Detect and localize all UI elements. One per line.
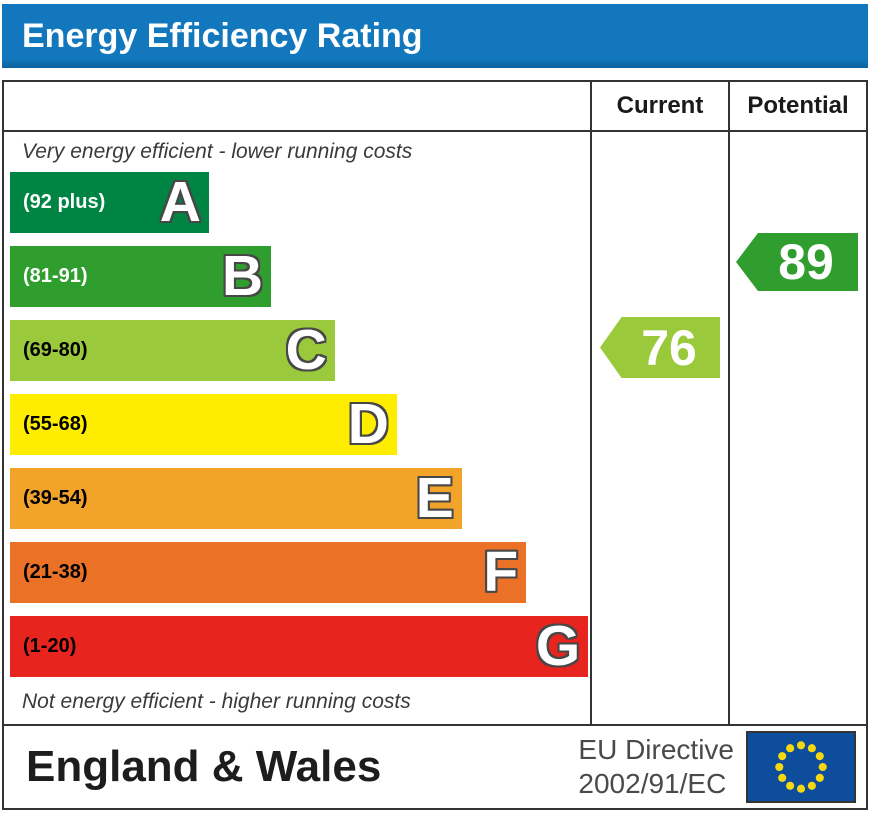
band-bar-c: (69-80) C xyxy=(10,320,335,381)
eu-flag-icon xyxy=(746,731,856,803)
potential-header-cell: Potential xyxy=(728,82,866,130)
band-letter: C xyxy=(285,318,327,382)
band-range-label: (55-68) xyxy=(23,413,88,435)
current-rating-value: 76 xyxy=(641,319,697,376)
eu-directive-text: EU Directive 2002/91/EC xyxy=(578,733,734,800)
band-range-label: (21-38) xyxy=(23,561,88,583)
page-title: Energy Efficiency Rating xyxy=(22,16,423,55)
band-list: (92 plus) A (81-91) B (69-80) C (55-68) D (39-54… xyxy=(10,172,590,677)
band-range-label: (1-20) xyxy=(23,635,77,657)
band-row-e: (39-54) E xyxy=(10,468,590,529)
band-bar-b: (81-91) B xyxy=(10,246,271,307)
title-bar: Energy Efficiency Rating xyxy=(2,4,868,68)
eu-flag-stars xyxy=(775,741,827,793)
region-label: England & Wales xyxy=(26,742,382,791)
band-bar-a: (92 plus) A xyxy=(10,172,209,233)
band-letter: A xyxy=(159,170,201,234)
band-row-g: (1-20) G xyxy=(10,616,590,677)
band-range-label: (81-91) xyxy=(23,265,88,287)
band-letter: G xyxy=(535,614,581,678)
band-row-c: (69-80) C xyxy=(10,320,590,381)
top-note: Very energy efficient - lower running co… xyxy=(22,140,413,163)
rating-table: Current Potential Very energy efficient … xyxy=(2,80,868,726)
current-header-cell: Current xyxy=(590,82,728,130)
band-range-label: (39-54) xyxy=(23,487,88,509)
current-column: 76 xyxy=(590,132,728,724)
eu-directive-line1: EU Directive xyxy=(578,734,734,766)
band-letter: F xyxy=(483,540,519,604)
table-header-row: Current Potential xyxy=(4,82,866,132)
potential-rating-arrow: 89 xyxy=(736,233,858,291)
potential-column: 89 xyxy=(728,132,866,724)
band-letter: D xyxy=(347,392,389,456)
band-range-label: (92 plus) xyxy=(23,191,106,213)
current-rating-arrow: 76 xyxy=(600,317,720,378)
bottom-note: Not energy efficient - higher running co… xyxy=(22,690,411,713)
current-header-label: Current xyxy=(616,92,704,119)
chart-header-cell xyxy=(4,82,590,130)
band-bar-g: (1-20) G xyxy=(10,614,589,678)
band-letter: B xyxy=(221,244,263,308)
footer-bar: England & Wales EU Directive 2002/91/EC xyxy=(2,726,868,810)
band-row-b: (81-91) B xyxy=(10,246,590,307)
potential-rating-value: 89 xyxy=(778,234,834,290)
band-bar-d: (55-68) D xyxy=(10,394,397,455)
table-body-row: Very energy efficient - lower running co… xyxy=(4,132,866,724)
band-row-d: (55-68) D xyxy=(10,394,590,455)
footer-right-group: EU Directive 2002/91/EC xyxy=(578,731,856,803)
eu-directive-line2: 2002/91/EC xyxy=(578,768,727,799)
band-chart-area: Very energy efficient - lower running co… xyxy=(4,132,590,724)
band-bar-e: (39-54) E xyxy=(10,468,462,529)
potential-header-label: Potential xyxy=(747,92,849,119)
band-range-label: (69-80) xyxy=(23,339,88,361)
band-letter: E xyxy=(415,466,454,530)
band-row-a: (92 plus) A xyxy=(10,172,590,233)
band-bar-f: (21-38) F xyxy=(10,540,527,604)
band-row-f: (21-38) F xyxy=(10,542,590,603)
